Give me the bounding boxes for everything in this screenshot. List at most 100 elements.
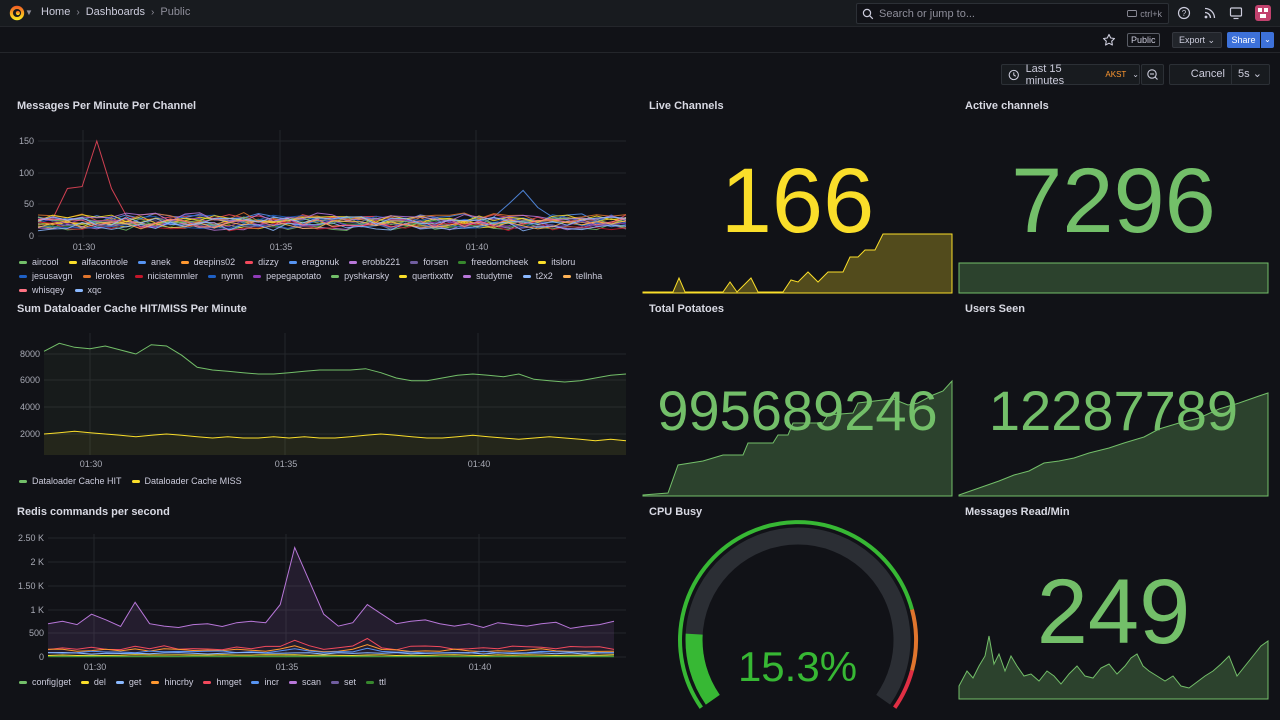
legend-item[interactable]: pyshkarsky [331,271,389,281]
legend-item[interactable]: quertixxttv [399,271,453,281]
redis-commands-chart[interactable]: 2.50 K 2 K 1.50 K 1 K 500 0 01:30 01:35 01:40 [0,506,632,676]
legend-item[interactable]: del [80,677,106,687]
x-tick-label: 01:35 [270,242,293,252]
breadcrumb-dashboards[interactable]: Dashboards [85,6,146,18]
panel-redis-commands: Redis commands per second 2.50 K 2 K 1.50 … [0,506,632,696]
legend-item[interactable]: nicistemmler [134,271,198,281]
display-icon[interactable] [1229,6,1243,20]
rss-icon[interactable] [1203,6,1217,20]
legend-item[interactable]: Dataloader Cache HIT [19,476,122,486]
legend-item[interactable]: hmget [203,677,241,687]
legend-item[interactable]: anek [138,257,171,267]
panel-title[interactable]: Messages Per Minute Per Channel [17,100,197,112]
series-line-hit [43,342,627,383]
legend-item[interactable]: alfacontrole [68,257,128,267]
help-icon[interactable]: ? [1177,6,1191,20]
star-icon[interactable] [1102,33,1116,47]
legend-item[interactable]: scan [288,677,321,687]
series-line [37,221,627,232]
legend-item[interactable]: freedomcheek [458,257,528,267]
legend-item[interactable]: erobb221 [349,257,400,267]
panel-title[interactable]: Live Channels [649,100,724,112]
export-button[interactable]: Export ⌄ [1172,32,1223,48]
series-line-scan [47,545,615,629]
panel-title[interactable]: CPU Busy [649,506,703,518]
legend-label: itsloru [551,257,576,267]
refresh-interval-picker[interactable]: 5s ⌄ [1232,64,1270,85]
legend-swatch [538,260,547,264]
active-channels-sparkline [958,262,1269,294]
legend-item[interactable]: t2x2 [522,271,553,281]
legend-swatch [562,274,571,278]
legend-item[interactable]: aircool [19,257,59,267]
grafana-logo-icon[interactable] [8,4,26,22]
legend-item[interactable]: Dataloader Cache MISS [131,476,242,486]
share-button[interactable]: Share [1227,32,1260,48]
legend-swatch [365,680,374,684]
legend-label: pyshkarsky [344,271,390,281]
cpu-busy-gauge [678,520,918,709]
legend-label: erobb221 [362,257,401,267]
legend-item[interactable]: set [330,677,356,687]
zoom-out-button[interactable] [1141,64,1164,85]
chevron-right-icon: › [76,6,80,18]
legend-label: anek [151,257,171,267]
legend-item[interactable]: forsen [410,257,448,267]
legend-label: dizzy [258,257,279,267]
legend-item[interactable]: eragonuk [288,257,339,267]
time-range-picker[interactable]: Last 15 minutes AKST ⌄ [1001,63,1140,87]
legend-item[interactable]: lerokes [82,271,125,281]
legend-item[interactable]: nymn [208,271,243,281]
zoom-out-icon [1147,69,1158,80]
legend-swatch [80,680,89,684]
chevron-down-icon: ⌄ [1252,68,1262,80]
panel-title[interactable]: Messages Read/Min [965,506,1070,518]
chart-legend: Dataloader Cache HIT Dataloader Cache MIS… [19,476,629,486]
search-icon [862,8,874,19]
legend-item[interactable]: itsloru [538,257,575,267]
share-options-button[interactable]: ⌄ [1261,32,1274,48]
series-line [47,651,615,655]
legend-item[interactable]: deepins02 [180,257,236,267]
legend-item[interactable]: dizzy [245,257,279,267]
menu-caret-icon[interactable]: ▼ [25,8,33,17]
cancel-refresh-button[interactable]: Cancel [1169,64,1232,85]
legend-item[interactable]: incr [251,677,279,687]
legend-item[interactable]: whisqey [19,285,65,295]
dataloader-cache-chart[interactable]: 8000 6000 4000 2000 01:30 01:35 01:40 [0,303,632,473]
chevron-down-icon: ⌄ [1132,70,1139,79]
series-line [37,212,627,222]
x-tick-label: 01:40 [469,662,492,672]
panel-title[interactable]: Active channels [965,100,1049,112]
y-tick-label: 150 [19,136,34,146]
legend-label: deepins02 [193,257,236,267]
legend-item[interactable]: xqc [74,285,102,295]
series-line [48,644,615,653]
messages-read-sparkline [958,635,1269,700]
panel-title[interactable]: Users Seen [965,303,1025,315]
users-seen-sparkline [958,392,1269,497]
y-tick-label: 0 [29,231,34,241]
panel-title[interactable]: Redis commands per second [17,506,170,518]
legend-item[interactable]: jesusavgn [19,271,73,281]
legend-swatch [458,260,467,264]
breadcrumb-home[interactable]: Home [41,6,71,18]
legend-item[interactable]: hincrby [151,677,193,687]
legend-item[interactable]: tellnha [562,271,602,281]
messages-per-minute-chart[interactable]: 150 100 50 0 01:30 01:35 01:40 [0,100,632,252]
panel-users-seen: Users Seen 12287789 [958,303,1269,497]
y-tick-label: 100 [19,168,34,178]
legend-item[interactable]: pepegapotato [253,271,321,281]
stat-value: 995689246 [657,379,938,442]
legend-item[interactable]: get [115,677,141,687]
legend-item[interactable]: ttl [365,677,386,687]
legend-item[interactable]: config|get [19,677,71,687]
y-tick-label: 1 K [30,605,44,615]
legend-item[interactable]: studytme [463,271,513,281]
legend-label: hmget [216,677,242,687]
search-input[interactable]: Search or jump to... ctrl+k [856,3,1169,24]
panel-title[interactable]: Total Potatoes [649,303,724,315]
panel-title[interactable]: Sum Dataloader Cache HIT/MISS Per Minute [17,303,247,315]
legend-label: whisqey [32,285,65,295]
user-avatar[interactable] [1255,5,1271,21]
